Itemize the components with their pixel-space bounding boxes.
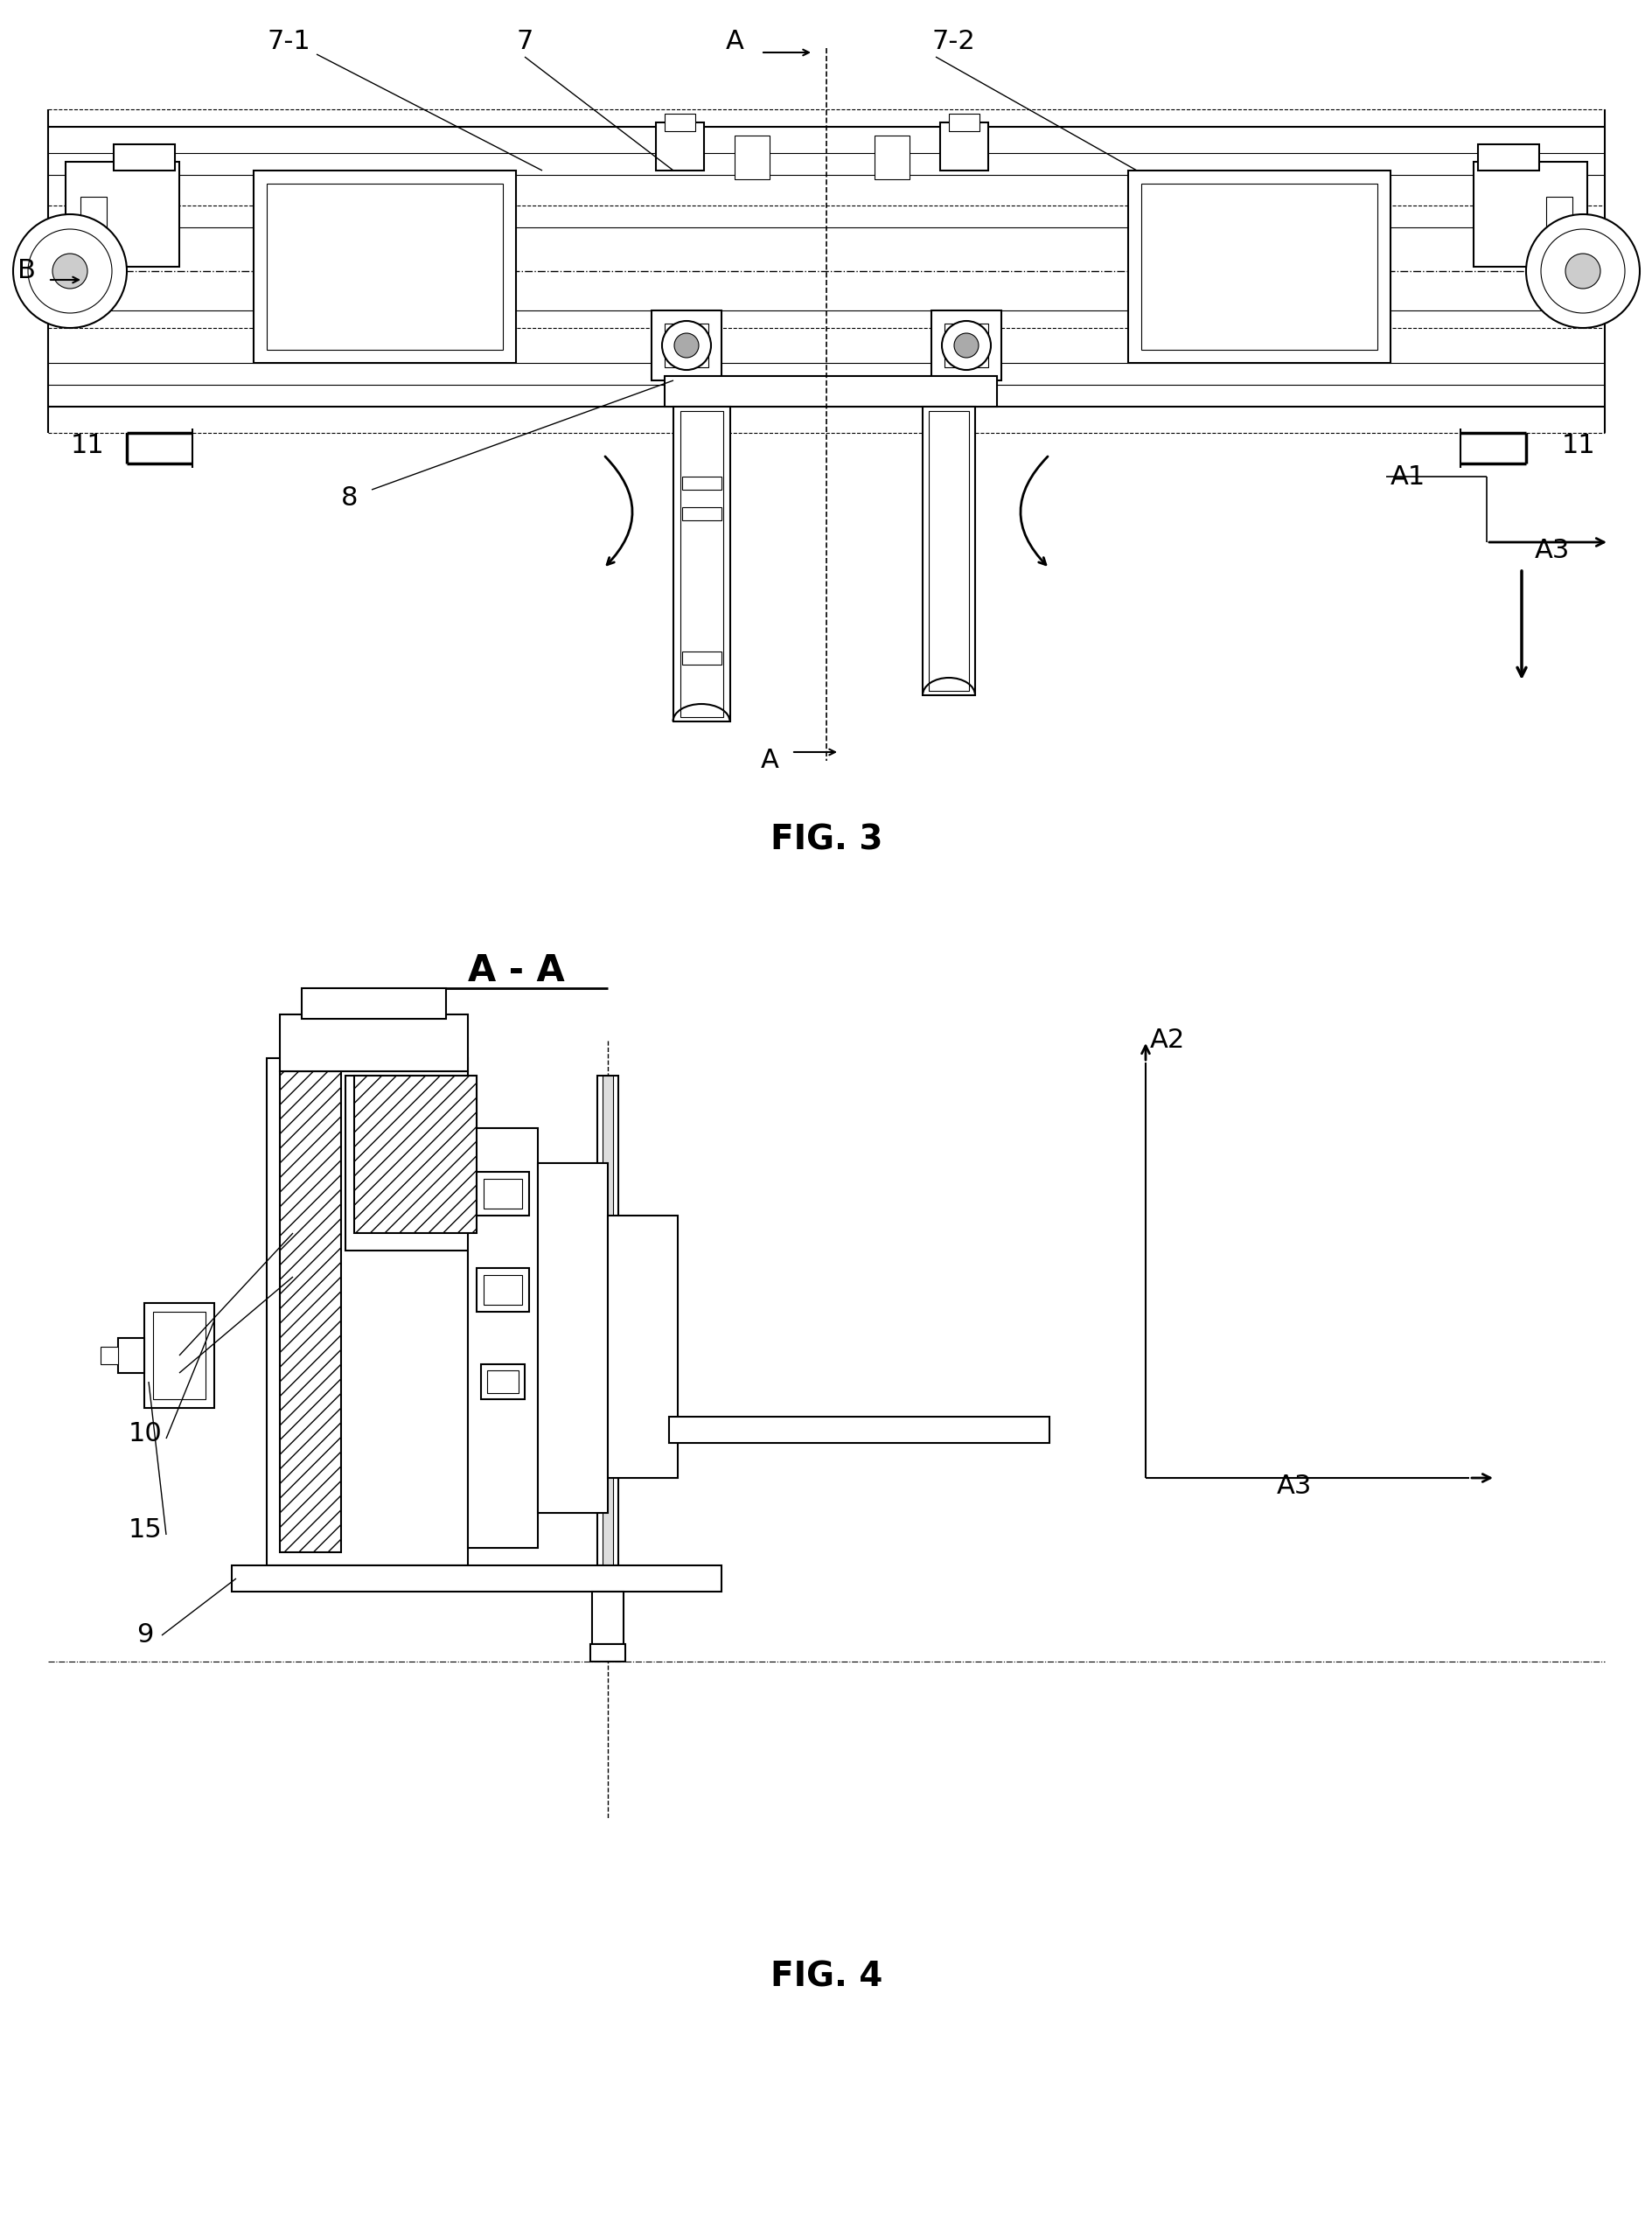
Text: 7-1: 7-1	[266, 29, 311, 56]
Bar	[476, 1269, 529, 1311]
Text: 7-2: 7-2	[932, 29, 975, 56]
Text: 11: 11	[71, 433, 104, 459]
Bar	[231, 1565, 722, 1592]
Bar	[484, 1276, 522, 1305]
Bar	[656, 123, 704, 169]
Bar	[608, 1215, 677, 1478]
Bar	[948, 114, 980, 132]
Bar	[345, 1075, 476, 1251]
Bar	[1477, 145, 1538, 169]
Bar	[590, 1644, 624, 1661]
Bar	[940, 123, 988, 169]
Circle shape	[1564, 254, 1599, 288]
Text: 7: 7	[515, 29, 534, 56]
Bar	[114, 145, 175, 169]
Circle shape	[674, 332, 699, 357]
Bar	[664, 377, 996, 406]
Text: A - A: A - A	[468, 952, 563, 990]
Bar	[651, 310, 722, 381]
Bar	[354, 1075, 476, 1233]
Circle shape	[1525, 214, 1639, 328]
Circle shape	[662, 321, 710, 370]
Bar	[1474, 163, 1586, 268]
Bar	[664, 114, 695, 132]
Bar	[279, 1015, 468, 1070]
Bar	[596, 1075, 618, 1565]
Bar	[476, 1171, 529, 1215]
Text: 9: 9	[135, 1623, 154, 1648]
Bar	[468, 1128, 537, 1548]
Text: A3: A3	[1535, 537, 1569, 564]
Text: 10: 10	[127, 1421, 162, 1447]
Circle shape	[953, 332, 978, 357]
Text: 11: 11	[1561, 433, 1594, 459]
Bar	[1140, 183, 1376, 350]
Text: 15: 15	[127, 1519, 162, 1543]
Bar	[253, 169, 515, 363]
Bar	[66, 163, 178, 268]
Bar	[733, 136, 770, 178]
Circle shape	[1540, 230, 1624, 312]
Bar	[874, 136, 909, 178]
Bar	[101, 1347, 117, 1365]
Bar	[928, 410, 968, 691]
Bar	[591, 1592, 623, 1644]
Bar	[279, 1070, 340, 1552]
Bar	[603, 1075, 613, 1565]
Text: B: B	[17, 259, 35, 283]
Text: A3: A3	[1275, 1474, 1312, 1499]
Bar	[487, 1371, 519, 1394]
Text: FIG. 3: FIG. 3	[770, 823, 882, 856]
Text: A: A	[725, 29, 743, 56]
Bar	[682, 477, 722, 491]
Text: FIG. 4: FIG. 4	[770, 1960, 882, 1994]
Bar	[481, 1365, 524, 1398]
Text: 8: 8	[340, 486, 358, 511]
Bar	[930, 310, 1001, 381]
Bar	[682, 651, 722, 665]
Text: A1: A1	[1389, 464, 1426, 488]
Bar	[682, 506, 722, 520]
Circle shape	[53, 254, 88, 288]
Bar	[117, 1338, 144, 1374]
Bar	[266, 183, 502, 350]
Bar	[1545, 196, 1571, 232]
Bar	[669, 1416, 1049, 1443]
Bar	[1128, 169, 1389, 363]
Bar	[664, 323, 709, 368]
Bar	[81, 196, 107, 232]
Text: A: A	[760, 747, 778, 774]
Bar	[672, 406, 730, 723]
Circle shape	[13, 214, 127, 328]
Bar	[302, 988, 446, 1019]
Bar	[537, 1164, 608, 1512]
Bar	[484, 1180, 522, 1209]
Circle shape	[942, 321, 990, 370]
Bar	[144, 1302, 215, 1407]
Bar	[266, 1059, 468, 1565]
Bar	[681, 410, 724, 718]
Text: A2: A2	[1150, 1028, 1184, 1053]
Circle shape	[28, 230, 112, 312]
Bar	[154, 1311, 205, 1398]
Bar	[943, 323, 988, 368]
Bar	[922, 406, 975, 696]
